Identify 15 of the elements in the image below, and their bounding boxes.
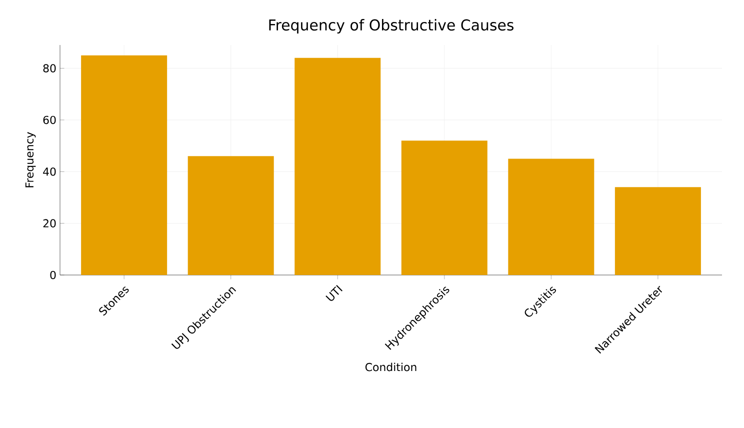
bar [401,140,488,275]
x-tick-label: UTI [326,284,343,301]
y-tick-label: 60 [43,116,56,124]
y-axis-title: Frequency [25,132,36,188]
bar [81,55,168,275]
y-tick-label: 40 [43,167,56,176]
bar [294,58,381,275]
bar [614,187,701,275]
y-tick-label: 20 [43,219,56,228]
y-tick-label: 0 [50,270,56,280]
bar [508,158,594,275]
x-axis-title: Condition [365,362,416,372]
chart-title: Frequency of Obstructive Causes [269,19,514,34]
y-tick-label: 80 [43,64,56,72]
bar [188,156,274,275]
